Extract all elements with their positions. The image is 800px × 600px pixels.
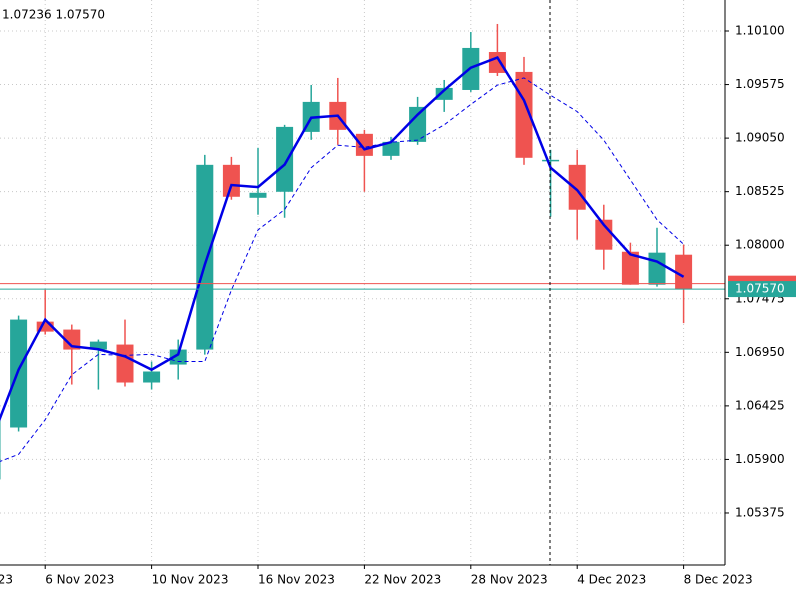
x-tick-label: 22 Nov 2023 [364,573,441,587]
candle-body [63,329,81,350]
candle-body [249,192,267,198]
candle-body [10,319,28,428]
x-tick-label: 16 Nov 2023 [258,573,335,587]
y-tick-label: 1.08525 [735,184,785,198]
x-tick-label: 31 Oct 2023 [0,573,13,587]
y-tick-label: 1.08000 [735,238,785,252]
candle-body [196,164,214,350]
candle-body [542,159,560,162]
candle-body [488,52,506,73]
candle-body [435,87,453,100]
y-tick-label: 1.05375 [735,505,785,519]
candle-body [276,126,294,192]
y-tick-label: 1.06950 [735,345,785,359]
candle-body [675,254,693,290]
candle-body [355,133,373,156]
candle-body [0,419,1,480]
x-tick-label: 4 Dec 2023 [577,573,646,587]
candle-body [89,341,107,350]
y-tick-label: 1.09050 [735,131,785,145]
x-tick-label: 28 Nov 2023 [471,573,548,587]
candle-body [568,164,586,210]
x-tick-label: 8 Dec 2023 [684,573,753,587]
candle-body [621,251,639,285]
candle-body [382,141,400,156]
candle-body [595,219,613,250]
y-tick-label: 1.05900 [735,452,785,466]
price-label: 1.07570 [735,282,785,296]
price-box [728,281,796,298]
x-tick-label: 6 Nov 2023 [45,573,114,587]
y-tick-label: 1.10100 [735,24,785,38]
x-tick-label: 10 Nov 2023 [152,573,229,587]
axes: 1.101001.095751.090501.085251.080001.074… [0,24,796,587]
candle-body [409,106,427,142]
candle-body [648,252,666,285]
moving-average [0,77,684,462]
plot [0,23,725,480]
y-tick-label: 1.06425 [735,398,785,412]
moving-average [0,55,685,422]
header-prices: 1.07236 1.07570 [2,8,105,22]
candle-body [143,371,161,383]
candle-body [116,344,134,383]
y-tick-label: 1.09575 [735,77,785,91]
candle-body [222,164,240,197]
candle-body [36,321,54,332]
